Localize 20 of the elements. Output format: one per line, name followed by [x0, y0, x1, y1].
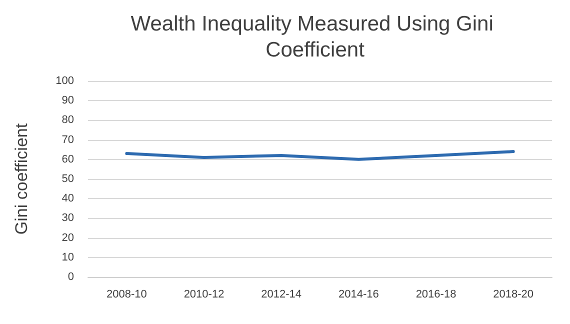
x-tick-label: 2014-16	[338, 288, 379, 300]
x-tick-label: 2016-18	[416, 288, 456, 300]
y-tick-label: 100	[56, 75, 74, 87]
y-tick-label: 80	[62, 114, 74, 126]
chart-title: Wealth Inequality Measured Using Gini Coefficient	[130, 12, 500, 62]
y-tick-label: 90	[62, 94, 74, 107]
x-tick-label: 2012-14	[261, 288, 302, 300]
y-axis-title: Gini coefficient	[12, 123, 31, 235]
line-series	[125, 150, 515, 161]
x-tick-label: 2018-20	[493, 288, 534, 300]
y-tick-label: 70	[62, 134, 74, 146]
y-tick-label: 60	[62, 153, 74, 166]
y-tick-label: 0	[68, 271, 74, 283]
y-tick-label: 10	[62, 251, 74, 264]
y-tick-label: 30	[62, 212, 74, 224]
y-tick-label: 40	[62, 192, 74, 205]
y-tick-label: 20	[62, 232, 74, 244]
x-tick-label: 2008-10	[106, 288, 147, 300]
x-tick-label: 2010-12	[184, 288, 224, 300]
y-tick-label: 50	[62, 173, 74, 185]
